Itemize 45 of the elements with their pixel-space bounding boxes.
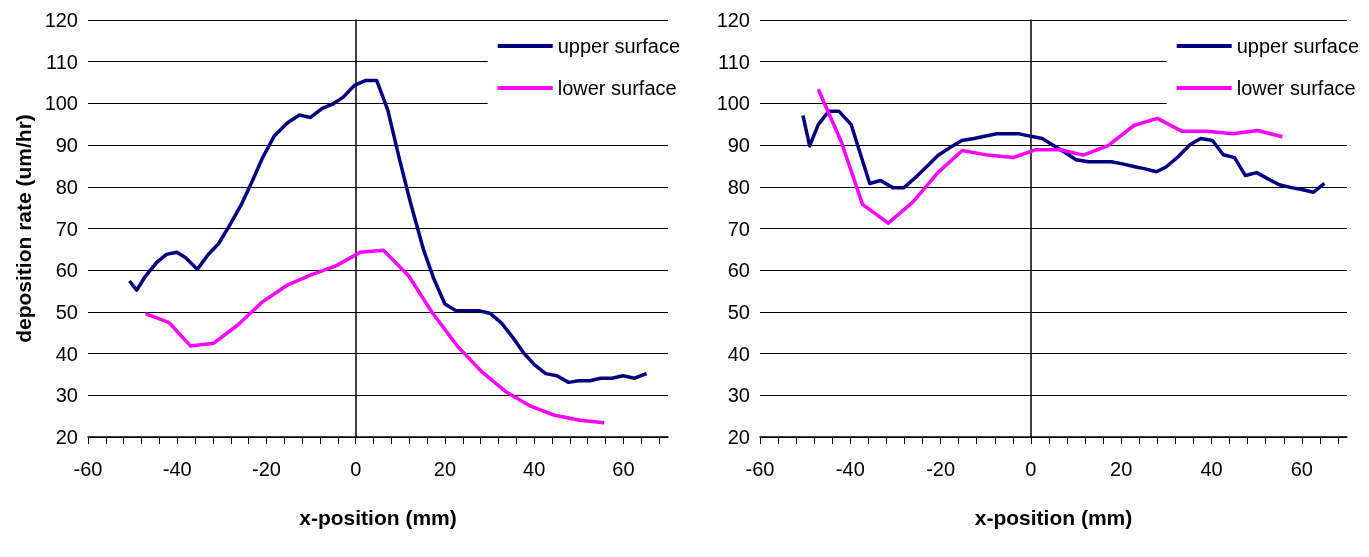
y-tick-label: 50 [55, 300, 78, 323]
y-tick-label: 20 [727, 426, 750, 448]
y-tick-label: 50 [727, 300, 750, 323]
x-tick-label: -40 [835, 458, 865, 480]
x-tick-label: -20 [252, 458, 281, 480]
y-tick-label: 40 [727, 342, 750, 365]
y-tick-label: 30 [55, 384, 78, 407]
y-tick-label: 110 [718, 50, 750, 73]
y-tick-label: 60 [727, 259, 750, 282]
x-axis-title: x-position (mm) [974, 506, 1133, 529]
line-series [801, 109, 1327, 194]
y-tick-label: 30 [727, 384, 750, 407]
y-tick-label: 40 [55, 342, 78, 365]
y-tick-label: 80 [55, 175, 78, 198]
x-tick-label: -20 [926, 458, 956, 480]
x-tick-label: 60 [612, 458, 635, 480]
x-axis-title: x-position (mm) [299, 506, 457, 529]
x-tick-label: 60 [1290, 458, 1313, 480]
x-tick-label: 40 [1200, 458, 1223, 480]
y-tick-label: 70 [55, 217, 78, 240]
x-tick-label: -60 [73, 458, 103, 480]
y-tick-label: 70 [727, 217, 750, 240]
y-tick-label: 90 [55, 134, 78, 157]
x-tick-label: -40 [162, 458, 192, 480]
y-tick-label: 20 [55, 426, 78, 448]
x-tick-label: -60 [745, 458, 775, 480]
legend-label: lower surface [1236, 77, 1356, 99]
y-tick-label: 90 [727, 134, 750, 157]
y-tick-label: 80 [727, 175, 750, 198]
y-tick-label: 60 [55, 259, 78, 282]
y-axis-title: deposition rate (um/hr) [11, 114, 35, 343]
y-tick-label: 100 [44, 92, 78, 115]
x-tick-label: 0 [1025, 458, 1037, 480]
x-tick-label: 0 [350, 458, 362, 480]
legend-label: upper surface [557, 35, 680, 57]
y-tick-label: 120 [44, 9, 78, 31]
y-tick-label: 120 [716, 9, 750, 31]
legend-label: lower surface [557, 77, 677, 99]
x-tick-label: 20 [433, 458, 457, 480]
line-series [143, 248, 606, 425]
legend-label: upper surface [1236, 35, 1359, 57]
x-tick-label: 20 [1110, 458, 1133, 480]
y-tick-label: 110 [46, 50, 78, 73]
y-tick-label: 100 [716, 92, 750, 115]
x-tick-label: 40 [523, 458, 546, 480]
